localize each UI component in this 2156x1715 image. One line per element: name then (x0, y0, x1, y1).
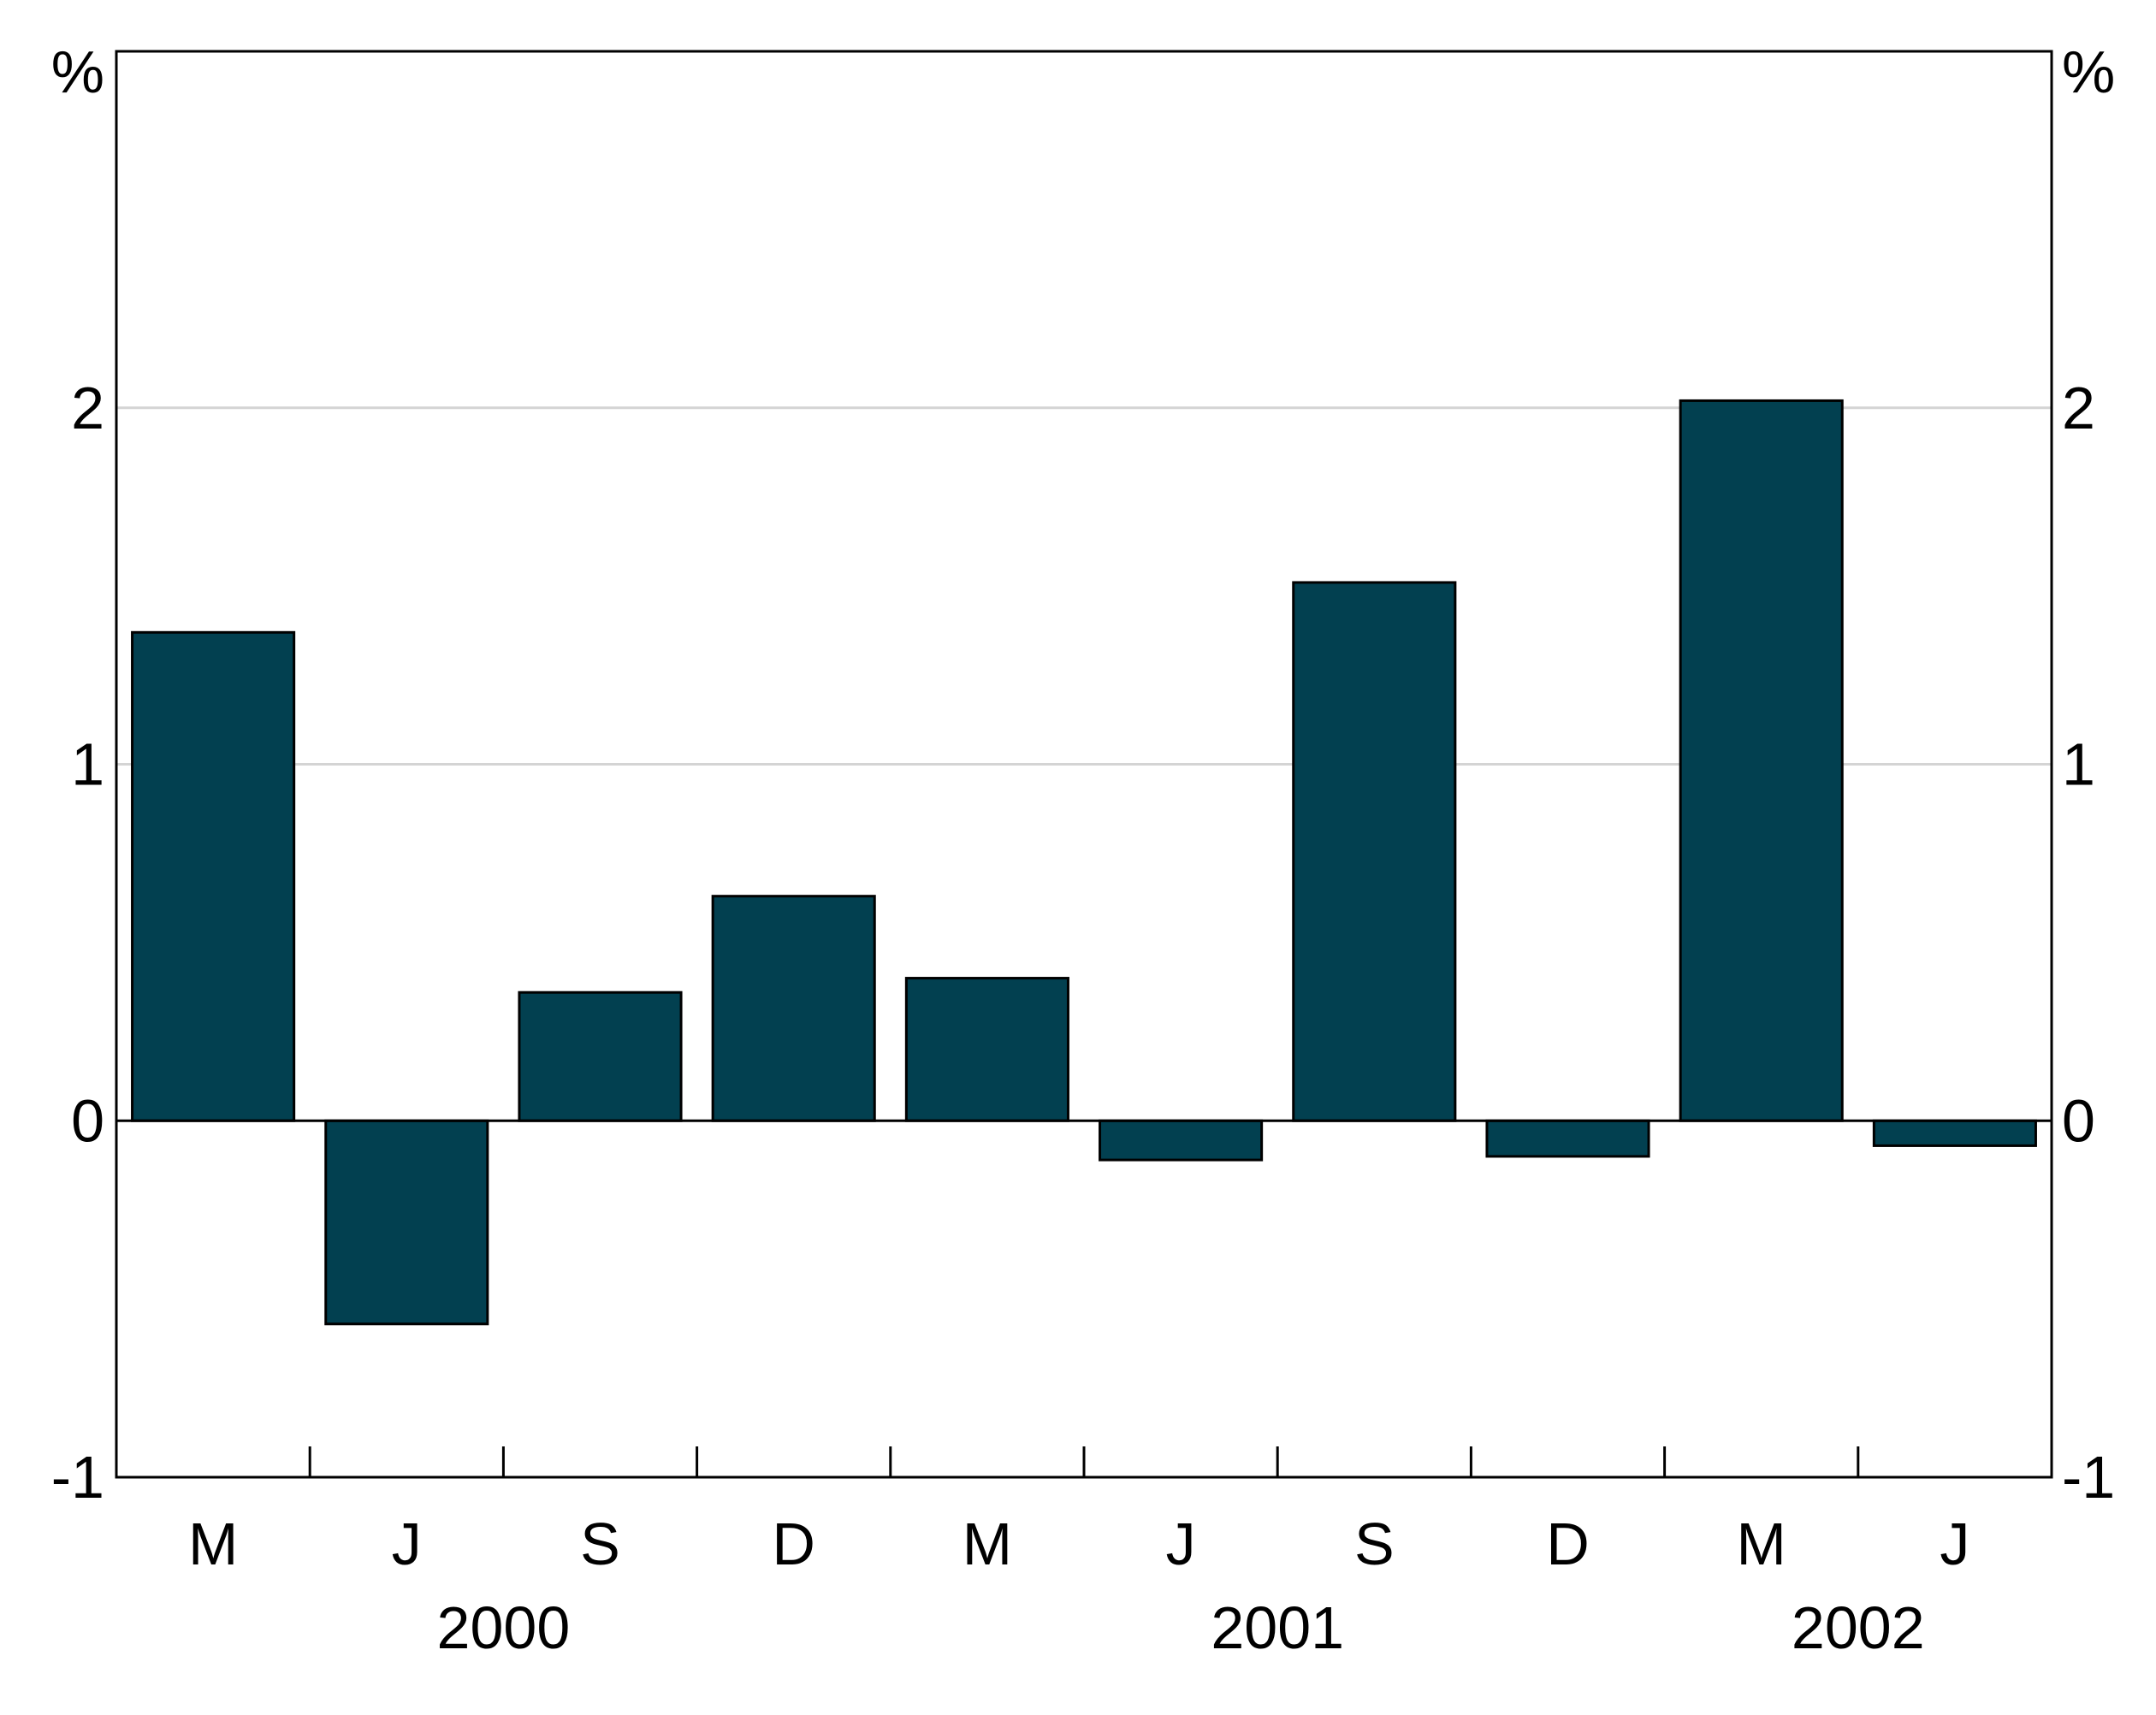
y-unit-left: % (51, 38, 104, 105)
y-tick-label-left: 1 (71, 731, 104, 798)
bar (324, 1119, 489, 1326)
x-axis-ticks (308, 1446, 1860, 1477)
y-tick-label-right: 1 (2062, 731, 2095, 798)
bar (131, 630, 296, 1122)
y-tick-label-right: -1 (2062, 1444, 2115, 1511)
x-tick-label: S (1354, 1511, 1395, 1577)
year-label: 2002 (1792, 1594, 1925, 1661)
bar (1099, 1119, 1264, 1162)
y-tick-label-left: 0 (71, 1087, 104, 1154)
year-label: 2000 (437, 1594, 571, 1661)
bar (711, 895, 876, 1122)
y-tick-label-right: 0 (2062, 1087, 2095, 1154)
bar (904, 977, 1069, 1122)
x-tick-label: D (1546, 1511, 1590, 1577)
y-tick-label-left: 2 (71, 375, 104, 441)
x-tick-label: D (772, 1511, 815, 1577)
y-unit-right: % (2062, 38, 2115, 105)
x-tick-label: J (392, 1511, 422, 1577)
bar (518, 991, 683, 1122)
x-tick-label: S (580, 1511, 620, 1577)
bar (1679, 399, 1844, 1122)
year-label: 2001 (1211, 1594, 1344, 1661)
bar (1292, 581, 1457, 1122)
bar (1485, 1119, 1650, 1158)
x-tick-label: J (1940, 1511, 1969, 1577)
y-axis-right: -1 0 1 2 (2062, 375, 2115, 1511)
bar (1872, 1119, 2037, 1147)
year-labels: 2000 2001 2002 (437, 1594, 1925, 1661)
y-axis-left: -1 0 1 2 (51, 375, 104, 1511)
x-tick-label: M (1737, 1511, 1786, 1577)
y-tick-label-left: -1 (51, 1444, 104, 1511)
bars (131, 399, 2037, 1326)
x-tick-label: J (1166, 1511, 1196, 1577)
x-tick-label: M (188, 1511, 238, 1577)
x-tick-label: M (962, 1511, 1012, 1577)
y-tick-label-right: 2 (2062, 375, 2095, 441)
